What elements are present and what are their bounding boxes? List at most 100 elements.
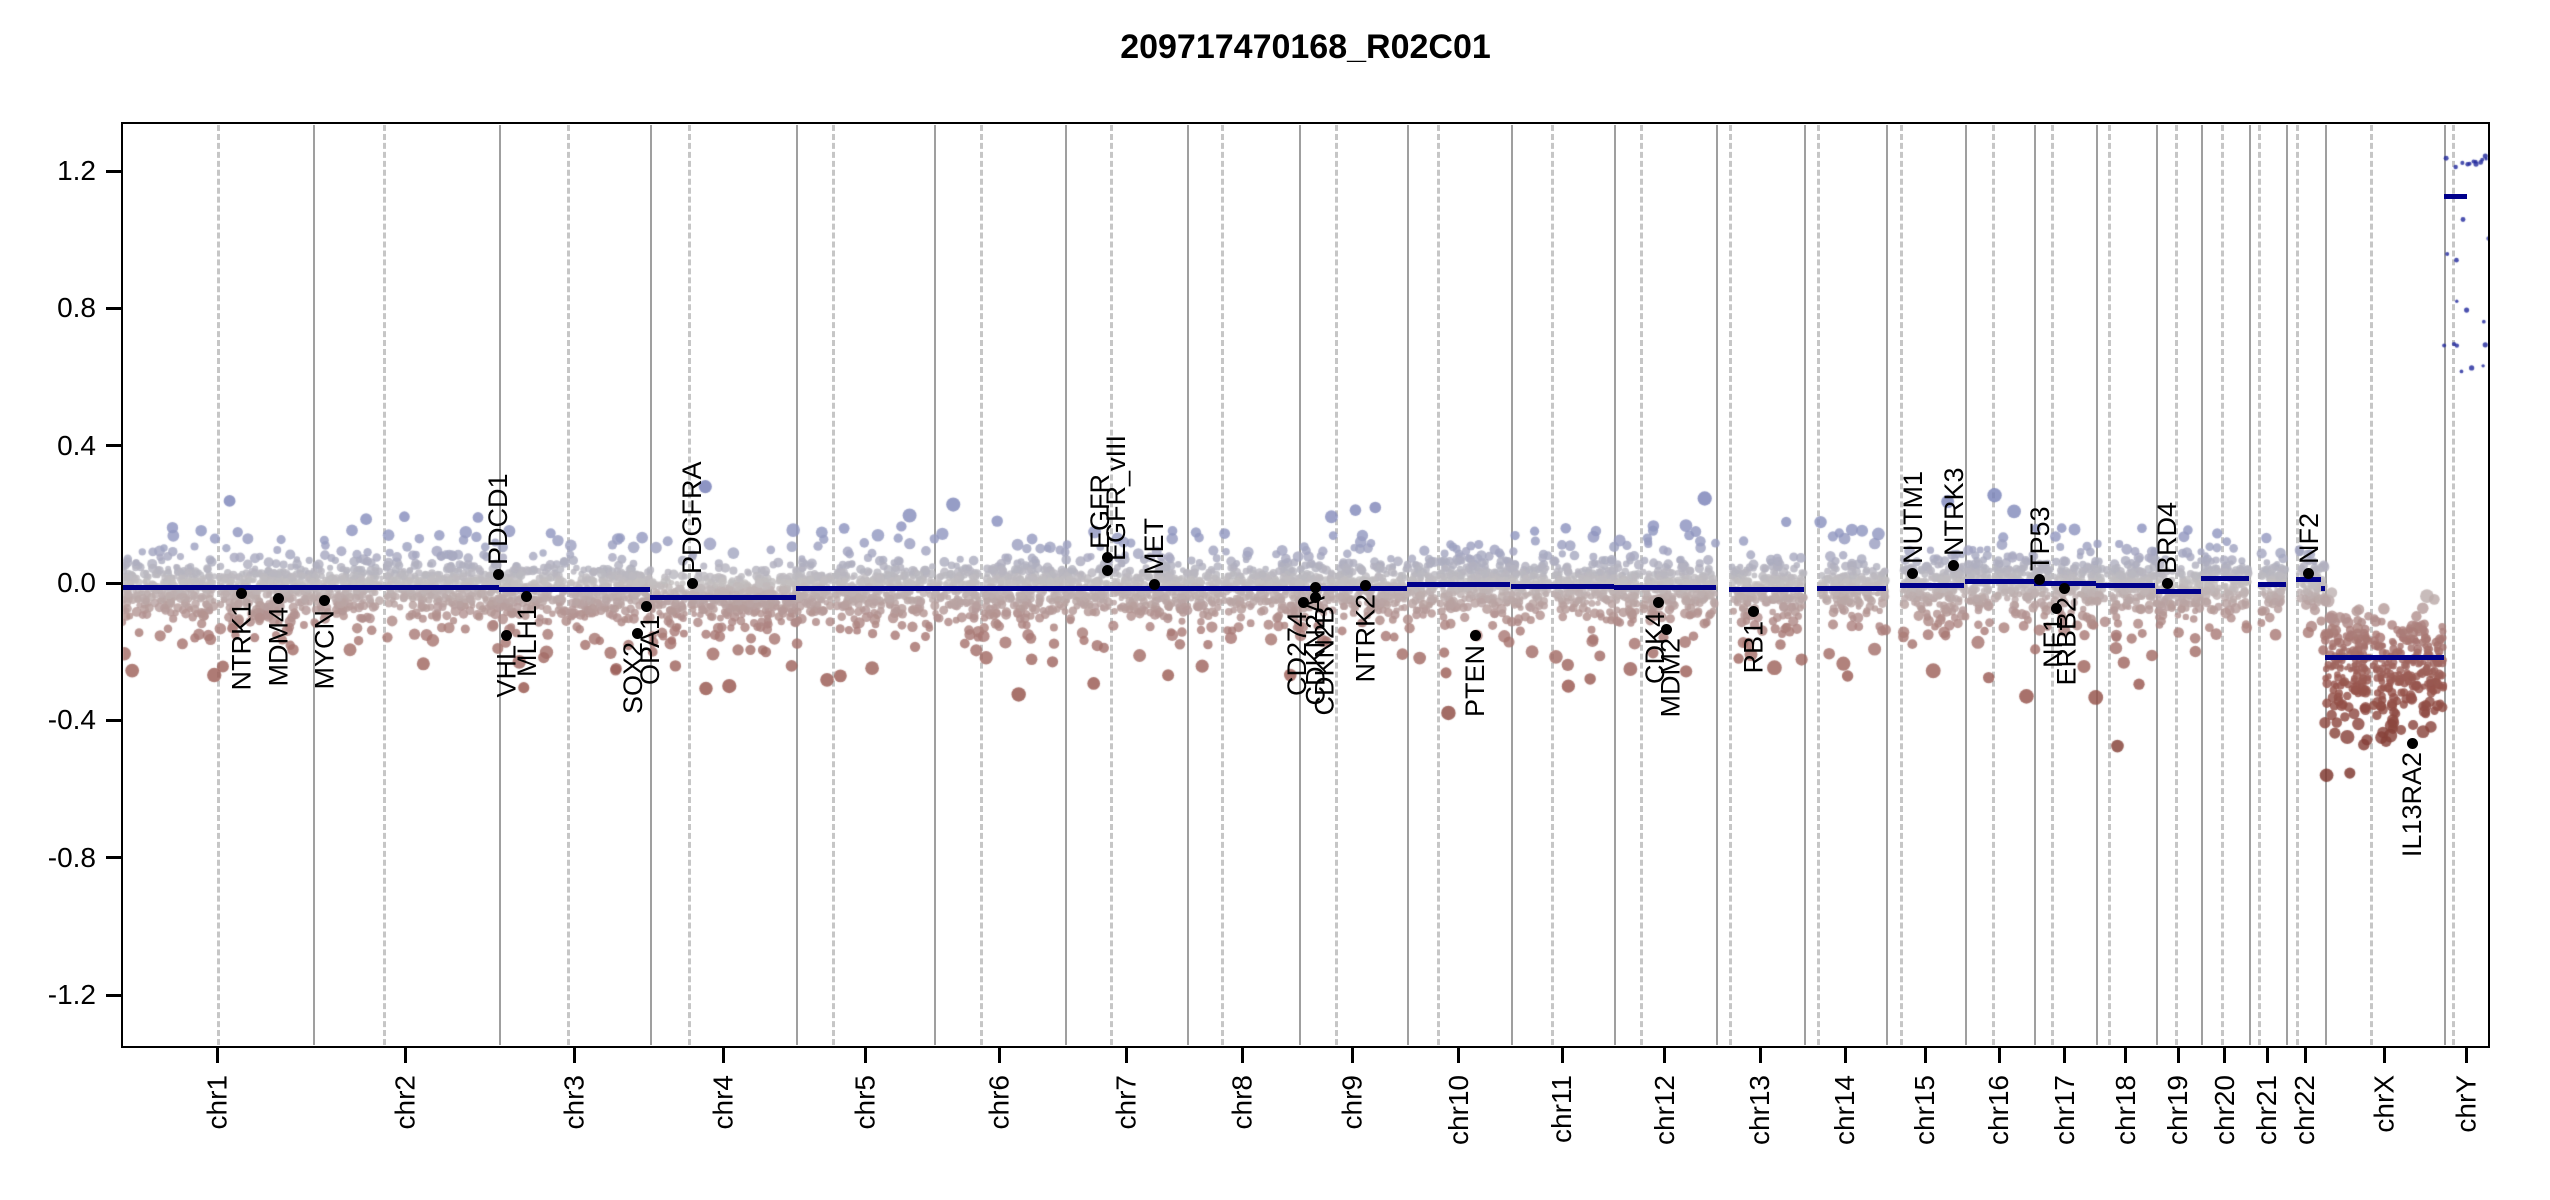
cnv-segment — [1613, 585, 1716, 590]
gene-marker-dot — [1747, 606, 1759, 618]
gene-marker-dot — [1360, 579, 1372, 591]
chromosome-tick-label-text: chr1 — [201, 1075, 233, 1130]
gene-marker-dot — [492, 568, 504, 580]
y-axis-tick — [106, 993, 122, 997]
y-axis-tick-label: 0.0 — [57, 567, 96, 598]
cnv-segment — [934, 586, 1066, 592]
y-axis-tick — [106, 856, 122, 860]
gene-marker-dot — [631, 627, 643, 639]
x-axis-tick — [2223, 1047, 2227, 1063]
chromosome-tick-label-text: chr3 — [558, 1075, 590, 1130]
cnv-segment — [2296, 577, 2321, 583]
x-axis-tick — [2265, 1047, 2269, 1063]
gene-marker-dot — [1652, 597, 1664, 609]
gene-marker-dot — [1310, 591, 1322, 603]
chromosome-tick-label-text: chrY — [2450, 1075, 2482, 1133]
gene-marker-dot — [1907, 567, 1919, 579]
y-axis-tick — [106, 169, 122, 173]
x-axis-tick — [1560, 1047, 1564, 1063]
cnv-segment — [1817, 586, 1887, 592]
gene-marker-dot — [1102, 564, 1114, 576]
cnv-segment — [312, 584, 499, 590]
chromosome-tick-label-text: chr21 — [2251, 1075, 2283, 1146]
chromosome-tick-label-text: chr4 — [707, 1075, 738, 1130]
cnv-segment — [649, 594, 797, 600]
cnv-segment — [1406, 581, 1511, 587]
cnv-segment — [2324, 654, 2444, 660]
gene-marker-dot — [1469, 630, 1481, 642]
x-axis-tick — [1457, 1047, 1461, 1063]
gene-marker-dot — [2034, 574, 2045, 586]
x-axis-tick — [2303, 1047, 2307, 1063]
chromosome-tick-label-text: chr2 — [389, 1075, 421, 1130]
gene-marker-dot — [2058, 582, 2070, 594]
x-axis-tick — [1241, 1047, 1245, 1063]
gene-marker-dot — [1297, 597, 1309, 609]
x-axis-tick — [998, 1047, 1002, 1063]
chromosome-tick-label-text: chr11 — [1546, 1075, 1578, 1143]
gene-marker-dot — [2161, 577, 2173, 589]
y-axis-tick-label: -1.2 — [47, 979, 96, 1010]
chromosome-tick-label-text: chr18 — [2109, 1075, 2141, 1146]
gene-marker-dot — [2406, 737, 2418, 749]
cnv-segment — [1964, 579, 2034, 585]
cnv-segment — [2095, 582, 2156, 588]
x-axis-tick — [1843, 1047, 1847, 1063]
x-axis-tick — [2176, 1047, 2180, 1063]
chromosome-tick-label-text: chr22 — [2289, 1075, 2321, 1146]
x-axis-tick — [1663, 1047, 1667, 1063]
cnv-segment — [2258, 581, 2286, 587]
gene-marker-dot — [2050, 602, 2062, 614]
chromosome-tick-label-text: chr5 — [849, 1075, 881, 1130]
cnv-segment — [498, 587, 650, 593]
y-axis-tick — [106, 444, 122, 448]
gene-marker-dot — [686, 577, 698, 589]
cnv-segment — [2444, 193, 2467, 199]
chromosome-tick-label-text: chr8 — [1226, 1075, 1258, 1130]
gene-marker-dot — [272, 592, 284, 604]
x-axis-tick — [1351, 1047, 1355, 1063]
cnv-segment — [796, 585, 935, 591]
x-axis-tick — [1923, 1047, 1927, 1063]
x-axis-tick — [215, 1047, 219, 1063]
y-axis-tick-label: -0.8 — [47, 841, 96, 873]
x-axis-tick — [2382, 1047, 2386, 1063]
cnv-segment — [1729, 587, 1805, 593]
chromosome-tick-label-text: chr16 — [1983, 1075, 2015, 1146]
chromosome-tick-label-text: chr15 — [1909, 1075, 1941, 1146]
chromosome-tick-label-text: chr9 — [1336, 1075, 1368, 1130]
plot-border-box — [121, 122, 2490, 1048]
x-axis-tick — [863, 1047, 867, 1063]
gene-marker-dot — [2303, 567, 2315, 579]
chromosome-tick-label-text: chr17 — [2048, 1075, 2080, 1146]
y-axis-tick-label: 1.2 — [57, 155, 96, 186]
chromosome-tick-label-text: chr19 — [2162, 1075, 2194, 1146]
x-axis-tick — [721, 1047, 725, 1063]
chromosome-tick-label-text: chr7 — [1110, 1075, 1142, 1130]
chromosome-tick-label-text: chr10 — [1442, 1075, 1474, 1146]
gene-marker-dot — [1101, 552, 1113, 564]
cnv-segment — [2320, 586, 2325, 592]
cnv-segment — [1899, 582, 1965, 588]
chromosome-tick-label-text: chr20 — [2208, 1075, 2240, 1146]
gene-marker-dot — [1148, 578, 1160, 590]
y-axis-tick — [106, 581, 122, 585]
gene-marker-dot — [236, 587, 248, 599]
chromosome-tick-label-text: chr12 — [1648, 1075, 1680, 1146]
x-axis-tick — [1758, 1047, 1762, 1063]
gene-marker-dot — [640, 600, 652, 612]
gene-marker-dot — [1948, 559, 1960, 571]
y-axis-tick — [106, 306, 122, 310]
cnv-segment — [1187, 585, 1299, 591]
gene-marker-dot — [1661, 623, 1673, 635]
y-axis-tick — [106, 718, 122, 722]
cnv-segment — [2155, 589, 2201, 595]
chromosome-tick-label-text: chr14 — [1829, 1075, 1861, 1146]
x-axis-tick — [2124, 1047, 2128, 1063]
x-axis-tick — [1997, 1047, 2001, 1063]
y-axis-tick-label: -0.4 — [47, 704, 96, 736]
x-axis-tick — [2063, 1047, 2067, 1063]
gene-marker-dot — [521, 590, 533, 602]
